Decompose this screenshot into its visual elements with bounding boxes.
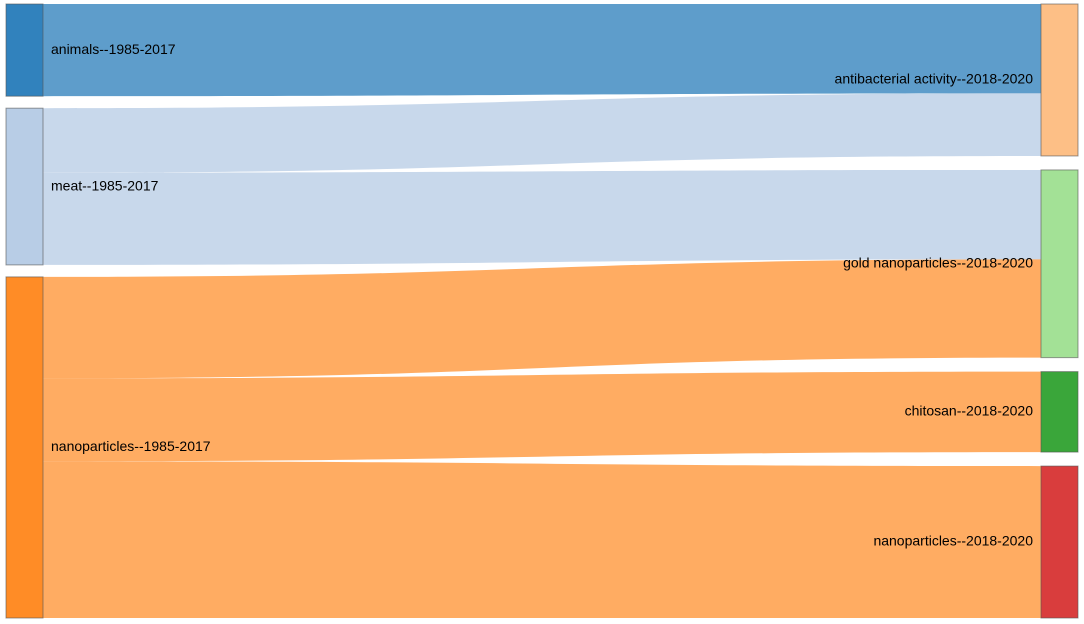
link-animals-to-antibacterial [43,4,1041,97]
node-label-gold: gold nanoparticles--2018-2020 [843,254,1033,270]
nodes-layer [5,3,1079,619]
link-meat-to-gold [43,169,1041,265]
link-meat-to-antibacterial [43,93,1041,173]
node-antibacterial [1040,3,1079,157]
node-animals [5,3,44,97]
node-chitosan [1040,371,1079,453]
node-label-animals: animals--1985-2017 [51,41,176,57]
node-label-meat: meat--1985-2017 [51,177,159,193]
node-label-nano_new: nanoparticles--2018-2020 [873,533,1033,549]
node-label-antibacterial: antibacterial activity--2018-2020 [835,71,1034,87]
node-meat [5,107,44,266]
node-label-chitosan: chitosan--2018-2020 [905,403,1034,419]
node-nano_old [5,276,44,619]
link-nano_old-to-chitosan [43,371,1041,462]
node-gold [1040,169,1079,359]
labels-layer: animals--1985-2017 meat--1985-2017 nanopar… [51,41,1033,549]
node-label-nano_old: nanoparticles--1985-2017 [51,438,211,454]
node-nano_new [1040,465,1079,619]
links-layer [43,4,1041,618]
link-nano_old-to-nano_new [43,461,1041,618]
link-nano_old-to-gold [43,259,1041,379]
